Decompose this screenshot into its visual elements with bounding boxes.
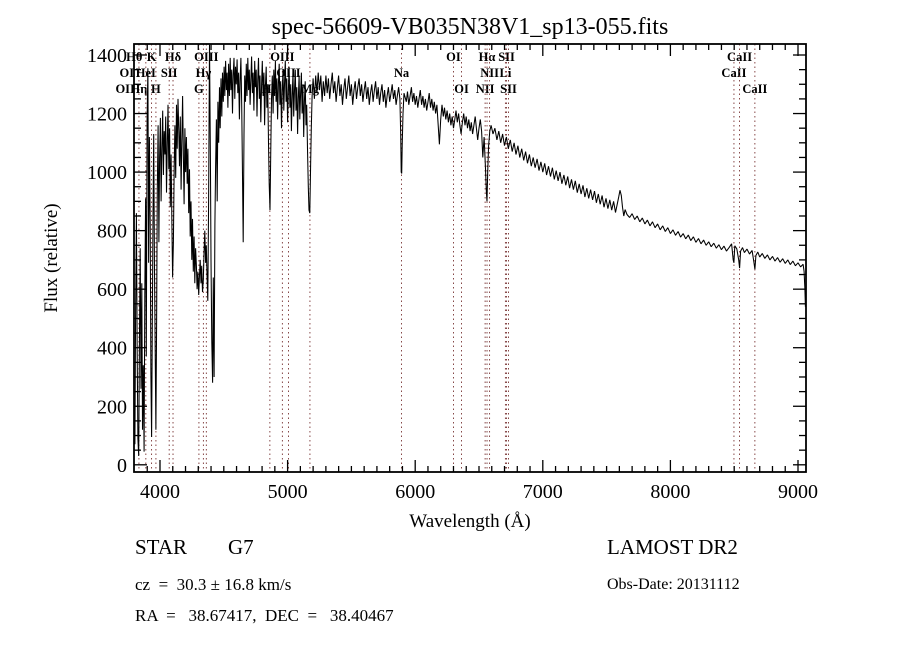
spectral-line-label: K (147, 50, 157, 64)
spectral-line-label: HeI (136, 66, 156, 80)
object-type-label: STAR (135, 535, 187, 559)
obsdate-label: Obs-Date: 20131112 (607, 576, 740, 593)
y-tick-label: 1400 (87, 45, 127, 67)
spectral-line-label: Na (394, 66, 410, 80)
spectral-line-label: H (151, 82, 161, 96)
y-tick-label: 400 (97, 338, 127, 360)
y-tick-label: 1000 (87, 162, 127, 184)
x-tick-label: 7000 (523, 481, 563, 503)
spectral-line-label: NII (480, 66, 499, 80)
spectral-line-label: OII (115, 82, 135, 96)
spectral-line-label: Hδ (165, 50, 182, 64)
y-tick-label: 200 (97, 396, 127, 418)
survey-label: LAMOST DR2 (607, 535, 738, 559)
spectral-line-label: Li (500, 66, 512, 80)
spectrum-trace (133, 44, 807, 457)
spectral-line-label: SII (161, 66, 178, 80)
subclass-label: G7 (228, 535, 254, 559)
spectral-line-label: SII (500, 82, 517, 96)
flux-curve (133, 44, 807, 457)
y-tick-label: 800 (97, 221, 127, 243)
y-tick-label: 600 (97, 279, 127, 301)
y-tick-label: 1200 (87, 104, 127, 126)
spectral-line-label: CaII (727, 50, 752, 64)
y-tick-label: 0 (117, 455, 127, 477)
spectral-line-label: SII (498, 50, 515, 64)
y-axis-label: Flux (relative) (41, 203, 62, 312)
x-tick-label: 8000 (650, 481, 690, 503)
x-tick-label: 4000 (140, 481, 180, 503)
x-tick-label: 9000 (778, 481, 818, 503)
spectral-line-label: CaII (742, 82, 767, 96)
cz-label: cz = 30.3 ± 16.8 km/s (135, 575, 291, 594)
spectral-line-label: NII (476, 82, 495, 96)
x-tick-label: 6000 (395, 481, 435, 503)
axis-frame (133, 43, 807, 473)
radec-label: RA = 38.67417, DEC = 38.40467 (135, 606, 394, 625)
spectral-line-label: OIII (194, 50, 218, 64)
spectral-line-label: Hγ (196, 66, 212, 80)
x-axis-label: Wavelength (Å) (409, 511, 530, 532)
x-tick-label: 5000 (268, 481, 308, 503)
spectral-line-label: OI (446, 50, 461, 64)
spectral-line-label: OIII (270, 50, 294, 64)
spectral-line-label: CaII (721, 66, 746, 80)
spectral-line-label: G (194, 82, 204, 96)
plot-title: spec-56609-VB035N38V1_sp13-055.fits (272, 14, 669, 40)
spectral-line-label: OI (454, 82, 469, 96)
spectral-line-label: OI (120, 66, 135, 80)
axis-ticks: 4000 5000 6000 7000 8000 9000 0 200 400 600 800 100… (87, 44, 818, 503)
spectral-line-label: Hα (479, 50, 496, 64)
